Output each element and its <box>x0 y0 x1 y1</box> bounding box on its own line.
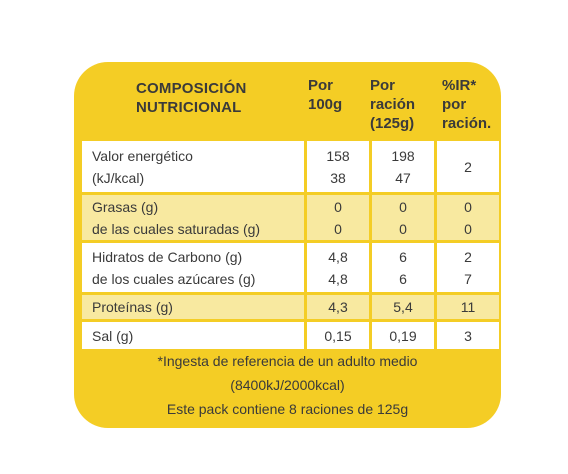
cell-value: 6 <box>399 248 407 265</box>
header-per-100g-line: 100g <box>308 96 343 113</box>
row-label-line: Sal (g) <box>92 327 134 344</box>
table-row-fat: Grasas (g) de las cuales saturadas (g) 0… <box>82 195 499 240</box>
cell-value: 3 <box>464 327 472 344</box>
cell-per-100g: 158 38 <box>307 141 369 192</box>
cell-value: 7 <box>464 270 472 287</box>
cell-reference-intake: 2 7 <box>437 243 499 292</box>
nutrition-panel: COMPOSICIÓN NUTRICIONAL Por 100g Por rac… <box>74 62 501 428</box>
header-reference-intake-line: %IR* <box>442 77 477 94</box>
table-row-protein: Proteínas (g) 4,3 5,4 11 <box>82 295 499 319</box>
cell-value: 0 <box>464 198 472 215</box>
header-reference-intake-line: por <box>442 96 467 113</box>
header-per-serving-line: (125g) <box>370 115 415 132</box>
cell-value: 0 <box>464 220 472 237</box>
cell-reference-intake: 0 0 <box>437 195 499 240</box>
footnote: *Ingesta de referencia de un adulto medi… <box>74 349 501 421</box>
cell-value: 4,3 <box>328 299 348 315</box>
row-label-line: Hidratos de Carbono (g) <box>92 248 243 265</box>
row-label-line: de las cuales saturadas (g) <box>92 220 261 237</box>
cell-per-serving: 5,4 <box>372 295 434 319</box>
header-reference-intake: %IR* por ración. <box>442 76 502 133</box>
row-label-line: (kJ/kcal) <box>92 169 145 186</box>
row-label: Valor energético (kJ/kcal) <box>82 141 304 192</box>
cell-value: 4,8 <box>328 270 348 287</box>
cell-value: 0,19 <box>389 327 417 344</box>
header-composition-line: NUTRICIONAL <box>136 99 242 116</box>
nutrition-table: Valor energético (kJ/kcal) 158 38 198 47… <box>79 138 502 352</box>
row-label-line: Valor energético <box>92 147 193 164</box>
header-per-serving: Por ración (125g) <box>370 76 432 133</box>
footnote-energy-basis: (8400kJ/2000kcal) <box>230 377 345 393</box>
header-per-100g-line: Por <box>308 77 334 94</box>
header-reference-intake-line: ración. <box>442 115 492 132</box>
cell-reference-intake: 3 <box>437 322 499 349</box>
footnote-pack-contents: Este pack contiene 8 raciones de 125g <box>166 401 409 417</box>
row-label: Grasas (g) de las cuales saturadas (g) <box>82 195 304 240</box>
header-per-serving-line: Por <box>370 77 396 94</box>
cell-per-100g: 0 0 <box>307 195 369 240</box>
cell-value: 2 <box>464 158 472 175</box>
row-label-line: Grasas (g) <box>92 198 159 215</box>
cell-value: 0 <box>334 220 342 237</box>
cell-value: 2 <box>464 248 472 265</box>
cell-per-serving: 198 47 <box>372 141 434 192</box>
cell-per-100g: 4,3 <box>307 295 369 319</box>
table-row-energy: Valor energético (kJ/kcal) 158 38 198 47… <box>82 141 499 192</box>
cell-per-serving: 6 6 <box>372 243 434 292</box>
cell-value: 0 <box>334 198 342 215</box>
cell-per-serving: 0,19 <box>372 322 434 349</box>
cell-reference-intake: 11 <box>437 295 499 319</box>
row-label-line: de los cuales azúcares (g) <box>92 270 256 287</box>
cell-reference-intake: 2 <box>437 141 499 192</box>
cell-value: 38 <box>330 169 346 186</box>
footnote-reference-intake: *Ingesta de referencia de un adulto medi… <box>157 353 418 369</box>
cell-value: 6 <box>399 270 407 287</box>
cell-value: 0 <box>399 198 407 215</box>
cell-value: 158 <box>326 147 350 164</box>
cell-value: 0,15 <box>324 327 352 344</box>
row-label-line: Proteínas (g) <box>92 299 173 315</box>
cell-value: 0 <box>399 220 407 237</box>
header-per-serving-line: ración <box>370 96 416 113</box>
table-row-carbohydrates: Hidratos de Carbono (g) de los cuales az… <box>82 243 499 292</box>
table-row-salt: Sal (g) 0,15 0,19 3 <box>82 322 499 349</box>
cell-value: 4,8 <box>328 248 348 265</box>
header-per-100g: Por 100g <box>308 76 368 114</box>
row-label: Proteínas (g) <box>82 295 304 319</box>
cell-value: 47 <box>395 169 411 186</box>
cell-value: 11 <box>460 299 476 315</box>
cell-value: 198 <box>391 147 415 164</box>
cell-per-100g: 0,15 <box>307 322 369 349</box>
header-composition: COMPOSICIÓN NUTRICIONAL <box>136 79 296 117</box>
row-label: Hidratos de Carbono (g) de los cuales az… <box>82 243 304 292</box>
row-label: Sal (g) <box>82 322 304 349</box>
cell-per-100g: 4,8 4,8 <box>307 243 369 292</box>
cell-per-serving: 0 0 <box>372 195 434 240</box>
header-composition-line: COMPOSICIÓN <box>136 80 247 97</box>
cell-value: 5,4 <box>393 299 413 315</box>
